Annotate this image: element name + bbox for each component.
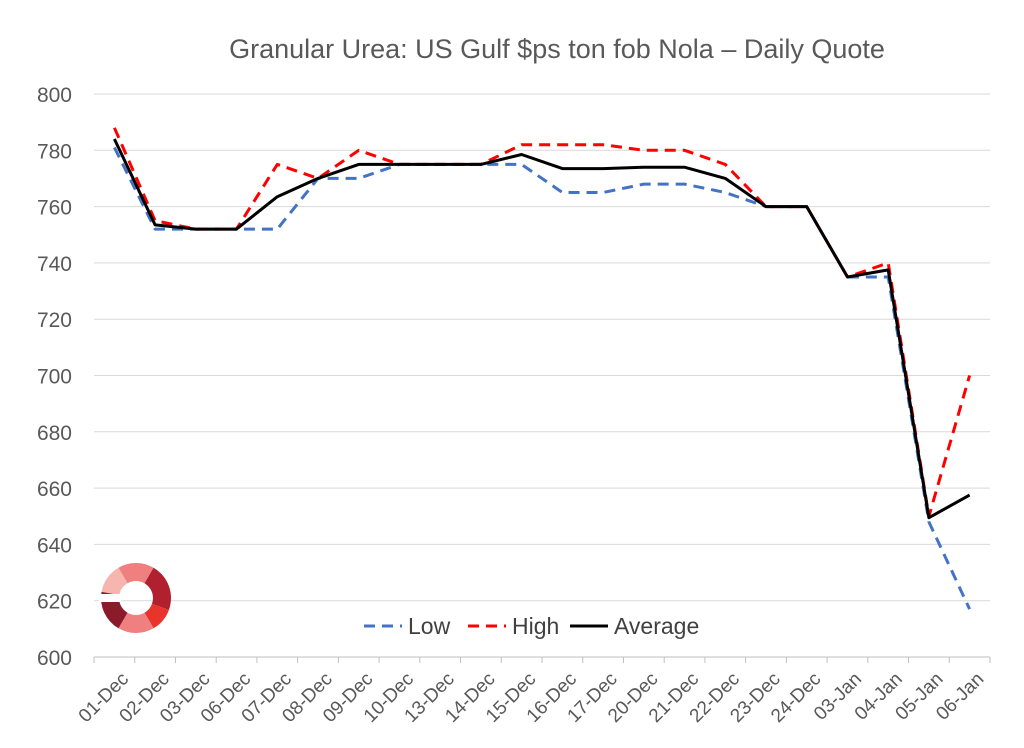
chart-title: Granular Urea: US Gulf $ps ton fob Nola … [229,34,885,64]
logo-gap [99,594,121,602]
y-tick-label: 800 [37,84,72,107]
logo-segment [118,612,154,633]
logo-segment [144,567,171,610]
series-line-average [113,138,971,520]
company-logo [99,562,171,633]
y-tick-label: 660 [37,478,72,501]
y-tick-label: 640 [37,534,72,557]
logo-segment [144,603,169,629]
legend-label-high: High [512,613,559,639]
y-tick-label: 780 [37,140,72,163]
logo-segment [118,562,154,584]
logo-segment [101,567,128,596]
series-line-low [113,146,971,610]
legend: Low High Average [364,613,699,639]
y-tick-label: 620 [37,591,72,614]
y-tick-label: 760 [37,197,72,220]
y-tick-label: 700 [37,366,72,389]
y-tick-label: 680 [37,422,72,445]
gridlines [94,93,990,602]
series-line-high [113,127,972,518]
legend-label-low: Low [408,613,451,639]
y-tick-label: 740 [37,253,72,276]
y-tick-label: 600 [37,647,72,670]
y-tick-label: 720 [37,309,72,332]
series-lines [113,127,972,610]
legend-label-average: Average [614,613,699,639]
